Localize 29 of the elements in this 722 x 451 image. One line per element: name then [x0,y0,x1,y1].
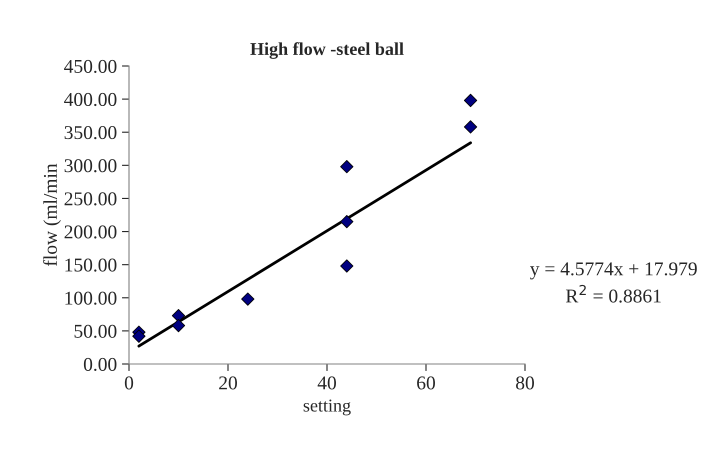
y-tick-label: 450.00 [64,60,116,74]
y-tick-label: 350.00 [64,126,116,140]
y-axis-title: flow (ml/min [43,164,61,266]
point [172,309,186,322]
y-tick-label: 200.00 [64,225,116,239]
y-tick-label: 250.00 [64,192,116,206]
x-tick-label: 40 [318,376,336,390]
point [464,120,478,134]
y-tick-label: 100.00 [65,292,116,305]
point [340,214,354,228]
point [132,330,146,343]
point [340,259,354,273]
point [464,94,478,108]
x-tick-label: 60 [417,376,435,390]
point [241,292,254,306]
x-axis-title: setting [304,400,351,416]
x-tick-label: 20 [219,376,237,390]
x-tick-label: 80 [516,376,534,390]
text: y = 4.5774x + 17.979 [530,262,697,280]
point [172,318,186,332]
chart-title: High flow -steel ball [250,42,404,59]
y-tick-label: 150.00 [65,258,116,272]
x-tick-label: 0 [124,376,134,390]
y-tick-label: 0.00 [84,358,116,372]
y-tick-label: 400.00 [64,92,116,106]
y-tick-label: 300.00 [64,159,116,172]
y-tick-label: 50.00 [74,324,116,338]
text: R$^{2}$ = 0.8861 [566,284,661,303]
point [340,160,354,174]
